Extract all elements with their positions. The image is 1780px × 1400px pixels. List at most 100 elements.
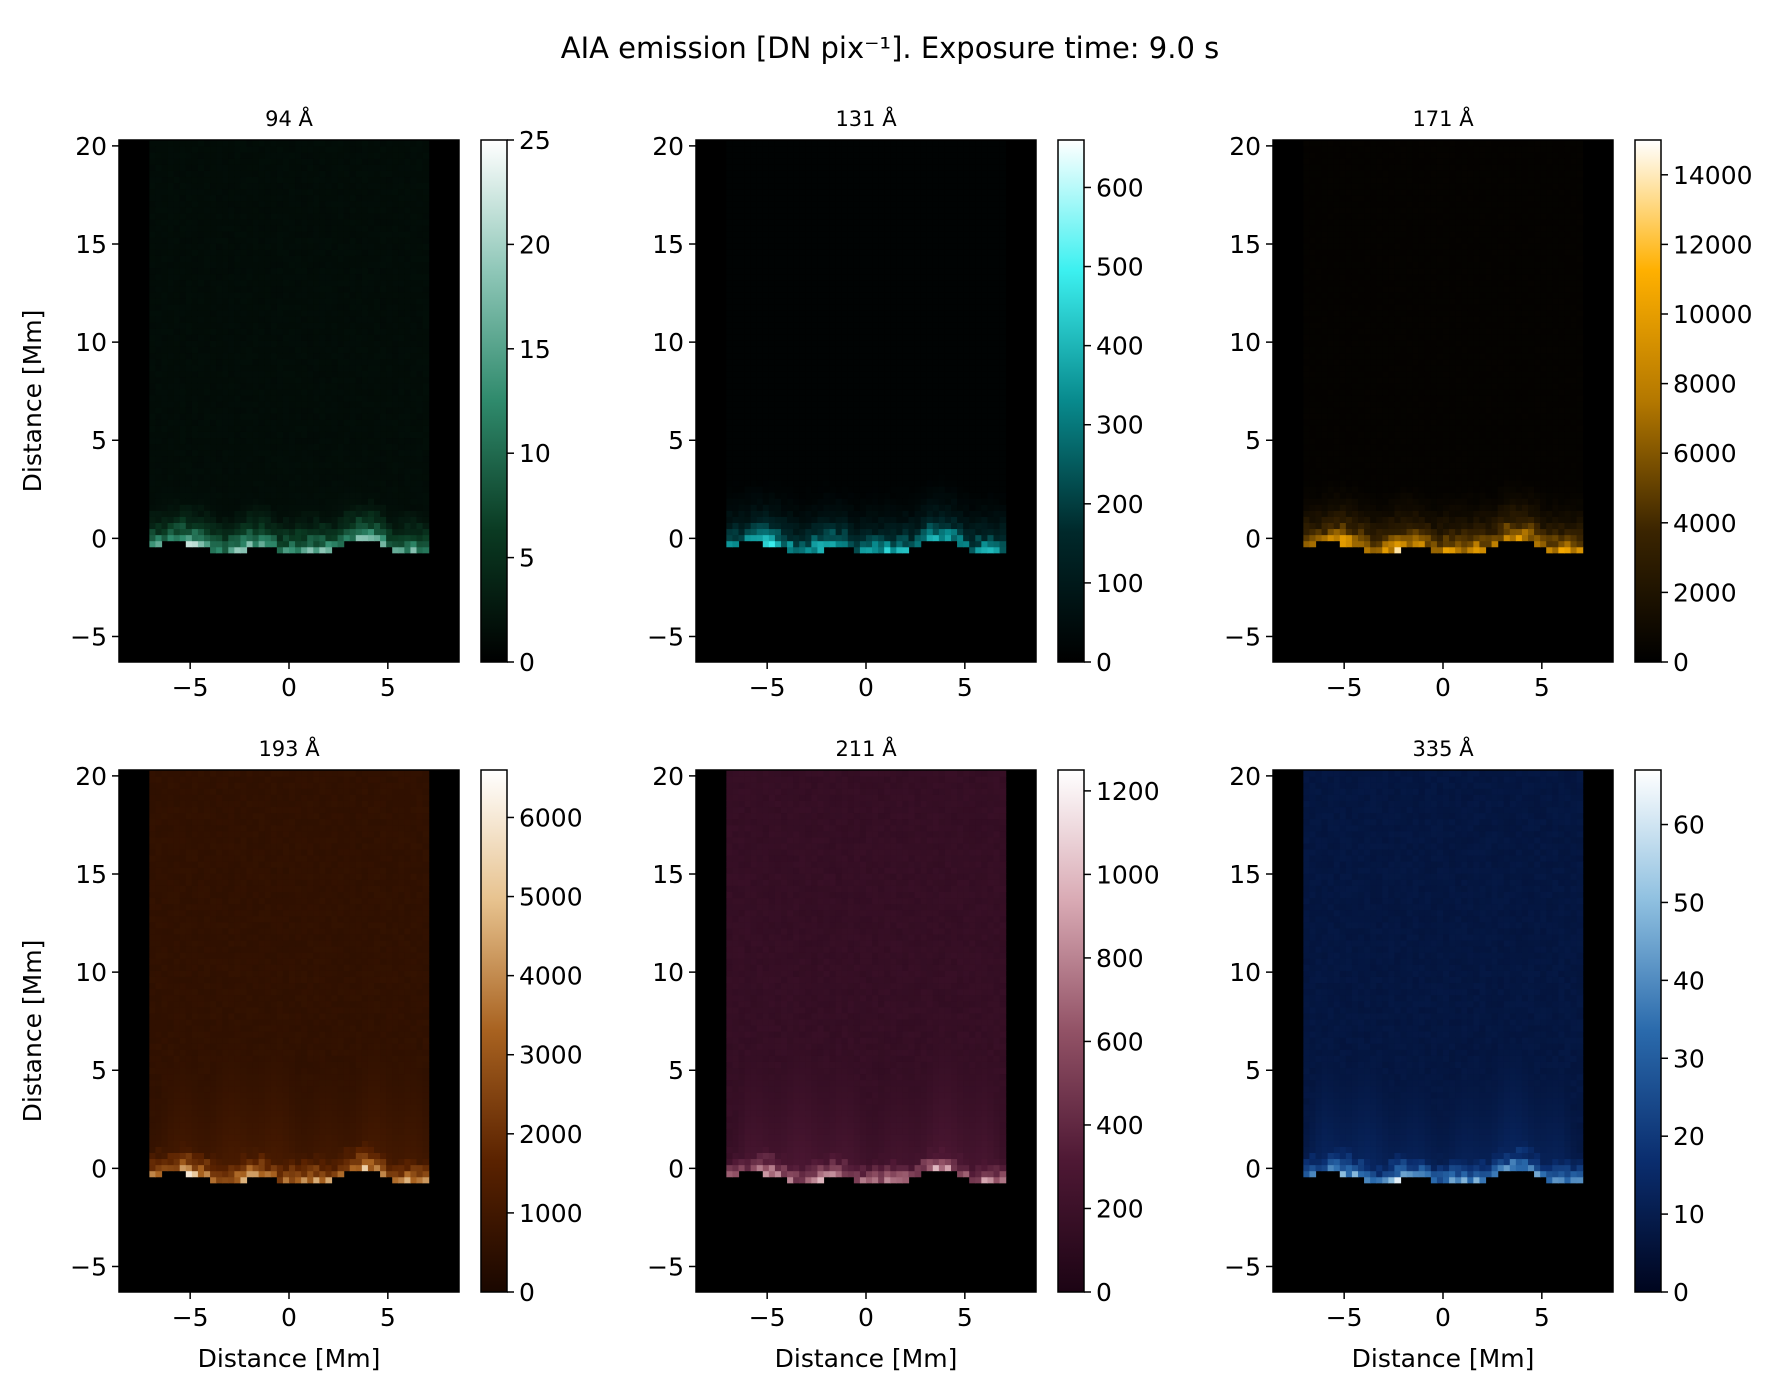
heatmap-cell: [386, 364, 393, 372]
heatmap-cell: [270, 358, 278, 366]
heatmap-cell: [416, 437, 424, 445]
heatmap-cell: [380, 528, 387, 536]
heatmap-cell: [204, 382, 211, 390]
heatmap-cell: [185, 218, 193, 226]
heatmap-cell: [787, 473, 794, 481]
heatmap-cell: [750, 206, 758, 214]
heatmap-cell: [750, 498, 758, 505]
heatmap-cell: [380, 485, 387, 493]
y-tick-label: 15: [75, 230, 107, 259]
heatmap-cell: [787, 340, 794, 347]
heatmap-cell: [781, 443, 788, 451]
heatmap-cell: [161, 194, 169, 202]
heatmap-cell: [835, 492, 843, 499]
heatmap-cell: [210, 176, 217, 184]
heatmap-cell: [774, 297, 782, 305]
heatmap-cell: [228, 182, 235, 190]
heatmap-cell: [750, 291, 758, 299]
heatmap-cell: [234, 194, 242, 202]
heatmap-cell: [361, 467, 369, 475]
heatmap-cell: [246, 485, 254, 493]
heatmap-cell: [416, 510, 424, 517]
heatmap-cell: [410, 261, 418, 269]
heatmap-cell: [768, 376, 776, 384]
heatmap-cell: [307, 212, 314, 220]
heatmap-cell: [246, 346, 254, 354]
heatmap-cell: [367, 443, 375, 451]
heatmap-cell: [793, 237, 800, 244]
heatmap-cell: [392, 485, 399, 493]
heatmap-cell: [258, 188, 266, 196]
heatmap-cell: [367, 467, 375, 475]
heatmap-cell: [762, 510, 770, 517]
heatmap-cell: [762, 261, 770, 269]
heatmap-cell: [161, 522, 169, 530]
heatmap-cell: [167, 528, 175, 536]
heatmap-cell: [768, 140, 776, 147]
heatmap-cell: [380, 285, 387, 293]
heatmap-cell: [841, 485, 849, 493]
heatmap-cell: [410, 158, 418, 165]
heatmap-cell: [325, 328, 333, 335]
heatmap-cell: [331, 334, 339, 341]
heatmap-cell: [835, 340, 843, 347]
heatmap-cell: [228, 194, 235, 202]
heatmap-cell: [866, 394, 873, 402]
heatmap-cell: [410, 540, 418, 548]
heatmap-cell: [872, 182, 879, 190]
heatmap-cell: [744, 267, 752, 275]
heatmap-cell: [173, 352, 181, 360]
heatmap-cell: [191, 176, 199, 184]
heatmap-cell: [811, 285, 819, 293]
heatmap-cell: [222, 328, 229, 335]
heatmap-cell: [289, 322, 296, 329]
heatmap-cell: [392, 455, 399, 463]
heatmap-cell: [841, 206, 849, 214]
heatmap-cell: [173, 267, 181, 275]
heatmap-cell: [768, 309, 776, 317]
heatmap-cell: [295, 170, 302, 178]
heatmap-cell: [768, 425, 776, 432]
heatmap-cell: [422, 431, 430, 439]
heatmap-cell: [222, 546, 229, 554]
heatmap-cell: [301, 194, 308, 202]
heatmap-cell: [282, 224, 290, 232]
heatmap-cell: [289, 437, 296, 445]
heatmap-cell: [173, 443, 181, 451]
heatmap-cell: [270, 401, 278, 408]
heatmap-cell: [361, 334, 369, 341]
heatmap-cell: [859, 358, 867, 366]
heatmap-cell: [307, 407, 314, 414]
heatmap-cell: [295, 431, 302, 439]
heatmap-cell: [343, 218, 351, 226]
heatmap-cell: [787, 376, 794, 384]
heatmap-cell: [374, 231, 381, 238]
heatmap-cell: [161, 273, 169, 281]
heatmap-cell: [878, 322, 885, 329]
heatmap-cell: [349, 224, 357, 232]
heatmap-cell: [793, 158, 800, 165]
heatmap-cell: [793, 279, 800, 287]
heatmap-cell: [847, 279, 855, 287]
heatmap-cell: [355, 261, 363, 269]
heatmap-cell: [289, 146, 296, 153]
heatmap-cell: [361, 243, 369, 250]
heatmap-cell: [161, 364, 169, 372]
heatmap-cell: [744, 461, 752, 469]
heatmap-cell: [361, 485, 369, 493]
heatmap-cell: [197, 322, 205, 329]
heatmap-cell: [853, 455, 861, 463]
heatmap-cell: [380, 146, 387, 153]
heatmap-cell: [216, 407, 223, 414]
heatmap-cell: [866, 194, 873, 202]
heatmap-cell: [386, 443, 393, 451]
heatmap-cell: [878, 528, 885, 536]
heatmap-cell: [750, 485, 758, 493]
heatmap-cell: [289, 346, 296, 354]
heatmap-cell: [762, 303, 770, 311]
heatmap-cell: [817, 279, 825, 287]
heatmap-cell: [787, 243, 794, 250]
heatmap-cell: [276, 534, 284, 542]
heatmap-cell: [246, 176, 254, 184]
heatmap-cell: [191, 291, 199, 299]
